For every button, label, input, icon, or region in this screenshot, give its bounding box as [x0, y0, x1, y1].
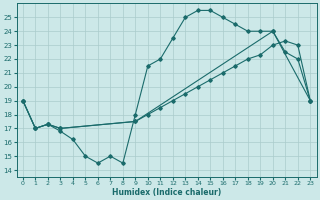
X-axis label: Humidex (Indice chaleur): Humidex (Indice chaleur) — [112, 188, 221, 197]
